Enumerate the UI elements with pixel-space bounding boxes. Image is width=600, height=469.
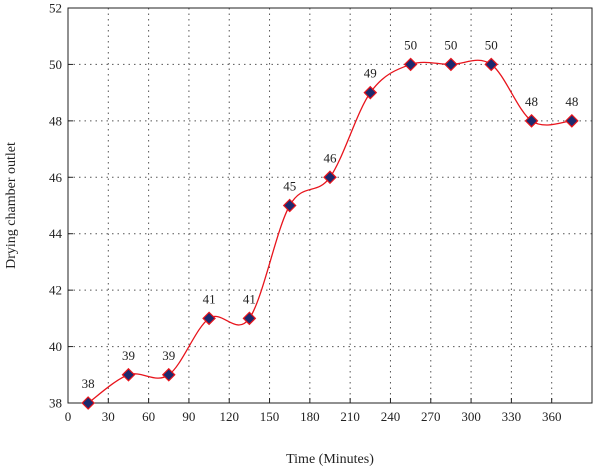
x-tick-label: 30 xyxy=(102,409,115,424)
data-label: 45 xyxy=(283,179,296,194)
x-tick-label: 240 xyxy=(381,409,401,424)
y-tick-label: 46 xyxy=(49,170,63,185)
y-axis-title: Drying chamber outlet xyxy=(4,142,19,269)
x-tick-label: 330 xyxy=(502,409,522,424)
data-point xyxy=(484,57,499,72)
plot-frame xyxy=(67,7,593,404)
x-tick-label: 120 xyxy=(219,409,239,424)
y-tick-labels: 38 40 42 44 46 48 50 52 xyxy=(49,1,63,411)
data-label: 41 xyxy=(203,291,216,306)
y-tick-label: 52 xyxy=(49,1,62,16)
x-tick-label: 180 xyxy=(300,409,320,424)
y-tick-label: 38 xyxy=(49,396,62,411)
grid xyxy=(68,8,592,403)
x-tick-label: 150 xyxy=(260,409,280,424)
data-label: 49 xyxy=(364,66,377,81)
data-labels: 38 39 39 41 41 45 46 49 50 50 50 48 48 xyxy=(82,37,579,391)
x-tick-label: 360 xyxy=(542,409,562,424)
data-point xyxy=(524,114,539,128)
y-tick-label: 48 xyxy=(49,113,62,128)
y-tick-label: 50 xyxy=(49,57,62,72)
x-tick-label: 210 xyxy=(340,409,360,424)
data-point xyxy=(564,114,579,128)
data-point xyxy=(403,57,418,72)
x-tick-label: 60 xyxy=(142,409,155,424)
data-label: 39 xyxy=(162,348,175,363)
data-label: 48 xyxy=(525,94,538,109)
data-point xyxy=(161,367,176,382)
x-tick-label: 90 xyxy=(182,409,195,424)
data-point xyxy=(363,85,378,100)
y-tick-label: 40 xyxy=(49,339,62,354)
y-tick-label: 42 xyxy=(49,283,62,298)
data-point xyxy=(121,367,136,382)
x-tick-label: 300 xyxy=(461,409,481,424)
data-point xyxy=(202,311,216,326)
data-point xyxy=(323,170,337,185)
x-tick-labels: 0 30 60 90 120 150 180 210 240 270 300 330 360 xyxy=(65,409,562,424)
data-label: 50 xyxy=(404,37,417,52)
y-tick-label: 44 xyxy=(49,226,63,241)
data-label: 48 xyxy=(565,94,578,109)
data-label: 50 xyxy=(444,37,457,52)
data-point xyxy=(242,311,257,326)
data-label: 41 xyxy=(243,291,256,306)
data-label: 39 xyxy=(122,348,135,363)
axis-ticks xyxy=(67,7,553,404)
data-point xyxy=(81,396,96,410)
data-label: 50 xyxy=(485,37,498,52)
series-line xyxy=(87,59,572,404)
x-tick-label: 270 xyxy=(421,409,441,424)
x-axis-title: Time (Minutes) xyxy=(286,452,374,467)
data-point xyxy=(282,198,297,213)
data-markers xyxy=(81,57,579,410)
data-label: 46 xyxy=(324,150,338,165)
data-label: 38 xyxy=(82,376,95,391)
x-tick-label: 0 xyxy=(65,409,72,424)
data-point xyxy=(444,57,458,72)
